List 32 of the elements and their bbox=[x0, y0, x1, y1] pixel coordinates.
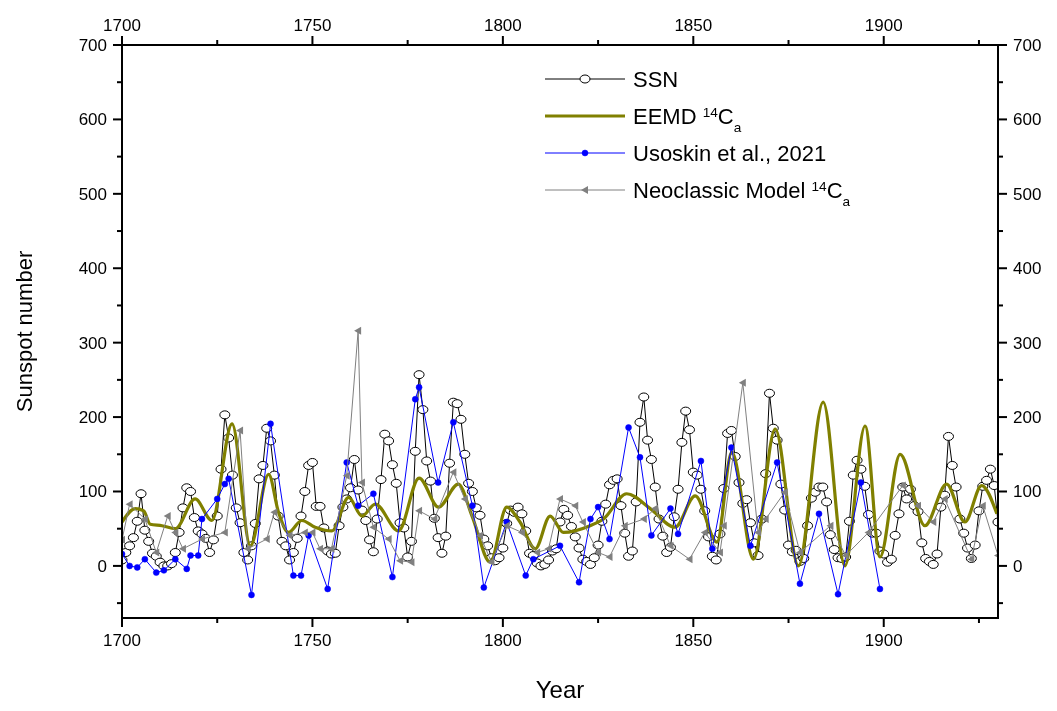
x2-tick-label: 1850 bbox=[674, 631, 713, 650]
x2-tick-label: 1900 bbox=[864, 631, 903, 650]
y2-tick-label: 400 bbox=[1013, 259, 1042, 279]
y2-tick-label: 500 bbox=[1013, 184, 1042, 204]
y-axis-title: Sunspot number bbox=[12, 250, 37, 413]
legend-label: EEMD $^{14}$C$_{a}$ bbox=[633, 104, 742, 135]
y-tick-label: 500 bbox=[78, 184, 107, 204]
y2-tick-label: 100 bbox=[1013, 482, 1042, 502]
legend-label: Usoskin et al., 2021 bbox=[633, 141, 827, 166]
legend-label: Neoclassic Model $^{14}$C$_{a}$ bbox=[633, 178, 851, 209]
x-tick-label: 1700 bbox=[103, 16, 141, 35]
y-tick-label: 300 bbox=[78, 333, 107, 353]
x-tick-label: 1750 bbox=[293, 16, 332, 35]
y2-tick-label: 600 bbox=[1013, 110, 1042, 130]
y-tick-label: 600 bbox=[78, 110, 107, 130]
y-tick-label: 700 bbox=[78, 36, 107, 55]
x-tick-label: 1850 bbox=[674, 16, 713, 35]
y-tick-label: 100 bbox=[78, 482, 107, 502]
x-tick-label: 1800 bbox=[483, 16, 522, 35]
legend-label: SSN bbox=[633, 67, 679, 92]
y-tick-label: 0 bbox=[97, 556, 107, 576]
y2-tick-label: 300 bbox=[1013, 333, 1042, 353]
x-tick-label: 1900 bbox=[864, 16, 903, 35]
y2-tick-label: 700 bbox=[1013, 36, 1042, 55]
y-tick-label: 200 bbox=[78, 408, 107, 428]
x2-tick-label: 1700 bbox=[103, 631, 141, 650]
y2-tick-label: 200 bbox=[1013, 408, 1042, 428]
y-tick-label: 400 bbox=[78, 259, 107, 279]
x2-tick-label: 1800 bbox=[483, 631, 522, 650]
x2-tick-label: 1750 bbox=[293, 631, 332, 650]
y2-tick-label: 0 bbox=[1013, 556, 1023, 576]
x-axis-title: Year bbox=[535, 676, 585, 703]
